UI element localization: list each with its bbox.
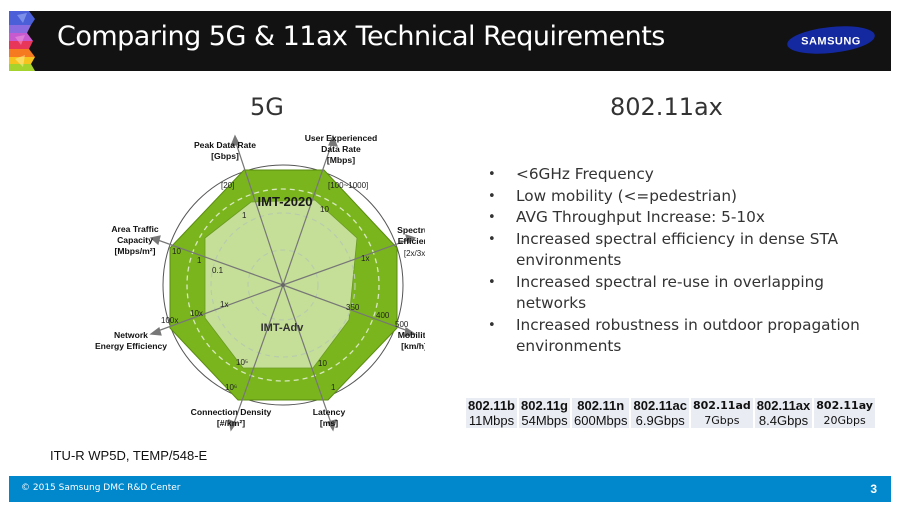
axis-peak-data-rate: Peak Data Rate [194,140,256,150]
axis-user-data-rate-2: Data Rate [321,144,361,154]
tick: [100~1000] [328,181,368,190]
bullet-item: Increased spectral re-use in overlapping… [488,272,868,315]
rate-cell: 6.9Gbps [631,413,689,428]
tick: [20] [221,181,234,190]
rate-cell: 20Gbps [814,413,875,428]
axis-mobility-unit: [km/h] [401,341,425,351]
bullet-item: Low mobility (<=pedestrian) [488,186,868,208]
tick: 10x [190,309,203,318]
tick: 100x [161,316,178,325]
bullet-item: Increased robustness in outdoor propagat… [488,315,868,358]
prism-decoration-icon [9,11,35,71]
axis-peak-unit: [Gbps] [211,151,239,161]
wifi-rates-table: 802.11b 802.11g 802.11n 802.11ac 802.11a… [464,398,877,428]
rate-cell: 54Mbps [519,413,570,428]
tick: 1x [220,300,228,309]
bullet-item: AVG Throughput Increase: 5-10x [488,207,868,229]
tick: 10 [320,205,329,214]
axis-area-traffic-capacity-2: Capacity [117,235,153,245]
table-row: 802.11b 802.11g 802.11n 802.11ac 802.11a… [466,398,875,413]
samsung-logo: SAMSUNG [785,25,877,55]
table-row: 11Mbps 54Mbps 600Mbps 6.9Gbps 7Gbps 8.4G… [466,413,875,428]
outer-circle [162,164,404,406]
rate-cell: 600Mbps [572,413,630,428]
tick: 10 [172,247,181,256]
rate-cell: 8.4Gbps [754,413,813,428]
tick: 10⁵ [236,358,248,367]
axis-network-energy-efficiency: Network [114,330,148,340]
source-citation: ITU-R WP5D, TEMP/548-E [50,448,208,463]
page-number: 3 [870,482,877,496]
5g-requirements-radar-diagram: IMT-2020 IMT-Adv Peak Data Rate [Gbps] U… [95,133,425,432]
axis-spectrum-efficiency: Spectrum [397,225,425,235]
tick: 10⁶ [225,383,237,392]
tick: 1 [197,256,202,265]
rate-cell: 7Gbps [691,413,753,428]
axis-network-energy-efficiency-2: Energy Efficiency [95,341,167,351]
axis-user-unit: [Mbps] [327,155,355,165]
tick: 1 [331,383,336,392]
axis-latency-unit: [ms] [320,418,338,428]
standard-cell: 802.11g [519,398,570,413]
axis-user-data-rate: User Experienced [305,133,378,143]
80211ax-heading: 802.11ax [610,93,723,121]
logo-text: SAMSUNG [801,36,861,48]
standard-cell: 802.11ax [754,398,813,413]
axis-connection-density-unit: [#/km²] [217,418,245,428]
imt-adv-label: IMT-Adv [261,322,305,334]
tick: 500 [395,320,409,329]
axis-spectrum-unit: [2x/3x/5x] [404,249,425,258]
standard-cell: 802.11n [572,398,630,413]
standard-cell: 802.11ad [691,398,753,413]
copyright-text: © 2015 Samsung DMC R&D Center [21,483,181,493]
5g-heading: 5G [250,93,284,121]
slide-title: Comparing 5G & 11ax Technical Requiremen… [57,21,665,52]
tick: 1x [361,254,369,263]
axis-connection-density: Connection Density [191,407,272,417]
80211ax-bullet-list: <6GHz Frequency Low mobility (<=pedestri… [488,164,868,358]
bullet-item: Increased spectral efficiency in dense S… [488,229,868,272]
footer-bar: © 2015 Samsung DMC R&D Center 3 [9,476,891,502]
standard-cell: 802.11ay [814,398,875,413]
tick: 0.1 [212,266,224,275]
tick: 400 [376,311,390,320]
standard-cell: 802.11ac [631,398,689,413]
axis-area-traffic-unit: [Mbps/m²] [114,246,155,256]
imt2020-label: IMT-2020 [258,194,313,209]
tick: 10 [318,359,327,368]
standard-cell: 802.11b [466,398,517,413]
axis-mobility: Mobility [398,330,425,340]
axis-latency: Latency [313,407,346,417]
tick: 350 [346,303,360,312]
axis-spectrum-efficiency-2: Efficiency [398,236,425,246]
title-bar: Comparing 5G & 11ax Technical Requiremen… [9,11,891,71]
axis-area-traffic-capacity: Area Traffic [111,224,159,234]
bullet-item: <6GHz Frequency [488,164,868,186]
tick: 1 [242,211,247,220]
rate-cell: 11Mbps [466,413,517,428]
